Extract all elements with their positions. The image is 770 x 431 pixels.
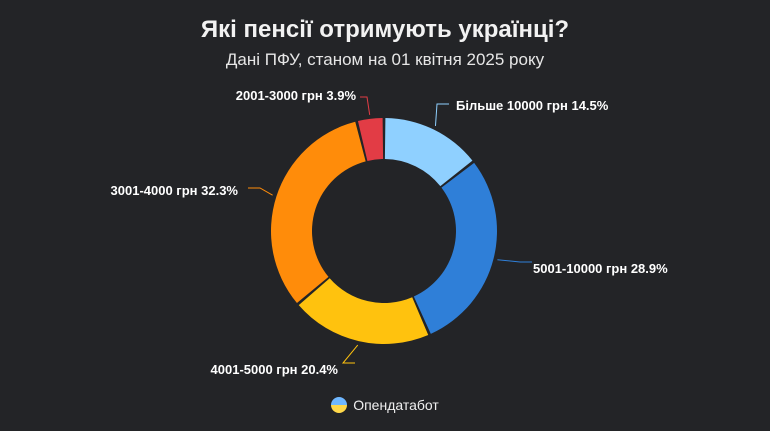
slice-label: 4001-5000 грн 20.4% (211, 362, 339, 377)
chart-subtitle: Дані ПФУ, станом на 01 квітня 2025 року (225, 50, 545, 69)
slice-label: 2001-3000 грн 3.9% (236, 88, 357, 103)
slice-label: 3001-4000 грн 32.3% (111, 183, 239, 198)
leader-line (497, 259, 532, 263)
leader-line (434, 103, 449, 126)
slice-label: 5001-10000 грн 28.9% (533, 261, 668, 276)
slice-label: Більше 10000 грн 14.5% (456, 98, 609, 113)
leader-line (360, 96, 371, 115)
donut-slice (271, 121, 366, 304)
leader-line (341, 344, 359, 364)
donut-slice (413, 162, 497, 334)
donut-slice (357, 118, 384, 161)
opendatabot-logo-icon (331, 397, 348, 413)
leader-line (248, 187, 273, 196)
brand-name: Опендатабот (353, 397, 439, 413)
chart-title: Які пенсії отримують українці? (200, 16, 570, 43)
donut-slice (384, 118, 473, 187)
brand: Опендатабот (0, 397, 770, 413)
donut-slice (298, 278, 429, 344)
